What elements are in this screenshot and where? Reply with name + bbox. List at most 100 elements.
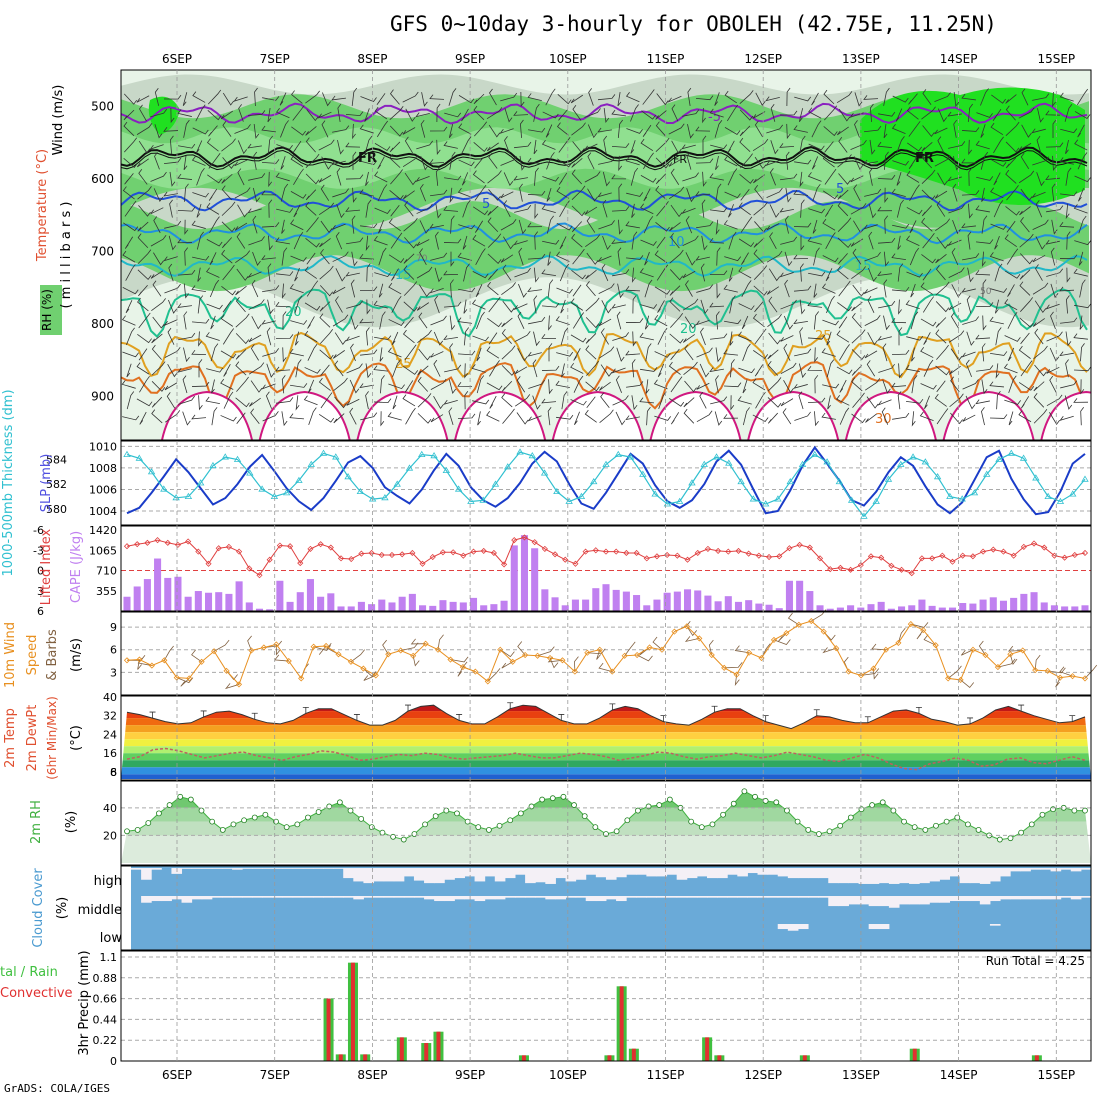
wind-barb	[1079, 279, 1086, 298]
wind-barb	[417, 365, 429, 376]
thickness-point	[1069, 490, 1077, 497]
wind-barb	[981, 379, 988, 395]
wind-barb	[222, 264, 235, 281]
wind-barb	[632, 331, 637, 347]
wind-barb	[701, 199, 706, 218]
thickness-point	[442, 466, 451, 474]
wind-barb	[359, 383, 374, 389]
cape-bar	[255, 608, 264, 611]
wind-barb	[683, 361, 698, 376]
wind-barb	[473, 142, 488, 153]
cloud-cell	[211, 868, 223, 869]
wind-barb	[911, 411, 916, 427]
panel-frame	[120, 69, 1092, 441]
wind-barb	[709, 237, 725, 244]
isotherm-label: 25	[395, 357, 412, 372]
wind-barb	[656, 264, 669, 281]
cloud-cell	[868, 868, 880, 884]
wind-barb	[137, 221, 149, 232]
wind-barb	[783, 343, 791, 361]
cloud-cell	[373, 896, 385, 898]
wind-barb	[807, 172, 822, 182]
wind-speed-point	[882, 646, 890, 653]
wind-barb	[275, 301, 291, 308]
wind-barb	[208, 125, 218, 137]
thickness-point	[909, 453, 917, 460]
thickness-point	[872, 497, 880, 504]
precip-convective-bar	[802, 1055, 807, 1061]
minmax-whisker	[813, 709, 820, 716]
wind-barb	[947, 239, 962, 247]
lifted-index-point	[399, 551, 406, 558]
wind-speed-point	[820, 628, 827, 635]
wind-barb	[177, 109, 192, 117]
surface-wind-barb	[596, 649, 601, 660]
wind-speed-point	[945, 675, 952, 682]
wind-barb	[611, 143, 630, 148]
wind-barb	[684, 344, 694, 361]
wind-barb	[304, 330, 318, 343]
cloud-cell	[656, 868, 668, 877]
wind-barb	[975, 239, 994, 244]
wind-barb	[434, 295, 440, 314]
wind-barb	[559, 236, 567, 250]
surface-wind-barb	[275, 644, 281, 656]
cloud-cell	[808, 868, 819, 879]
cape-bar	[643, 605, 651, 611]
wind-barb	[548, 379, 553, 395]
cloud-cell	[151, 896, 162, 902]
wind-barb	[223, 391, 234, 409]
wind-barb	[798, 363, 806, 379]
rh2m-point	[613, 828, 620, 835]
wind-barb	[360, 412, 378, 421]
wind-barb	[1052, 119, 1057, 138]
wind-barb	[799, 299, 806, 315]
rh2m-point	[858, 806, 865, 813]
wind-barb	[320, 220, 333, 234]
wind-barb	[868, 203, 877, 219]
surface-wind-barb	[778, 632, 787, 642]
wind-barb	[962, 414, 976, 422]
wind-barb	[265, 391, 272, 409]
wind-speed-point	[260, 644, 267, 651]
wind-barb	[463, 327, 470, 346]
wind-barb	[961, 158, 977, 164]
wind-barb	[124, 236, 134, 249]
wind-speed-point	[322, 642, 330, 650]
wind-barb	[206, 138, 219, 152]
wind-barb	[403, 217, 418, 232]
rh2m-point	[539, 796, 546, 803]
wind-barb	[1045, 110, 1061, 116]
wind-barb	[669, 222, 681, 232]
wind-barb	[793, 254, 809, 260]
grads-credit: GrADS: COLA/IGES	[4, 1082, 110, 1095]
wind-speed-point	[273, 641, 280, 648]
wind-barb	[655, 110, 667, 120]
cape-bar	[296, 592, 304, 611]
wind-barb	[351, 87, 358, 107]
wind-barb	[514, 204, 532, 213]
wind-barb	[433, 396, 444, 410]
cloud-cell	[787, 896, 799, 898]
wind-barb	[921, 142, 933, 152]
thickness-point	[319, 449, 328, 456]
wind-barb	[126, 327, 135, 346]
wind-barb	[136, 398, 153, 407]
wind-barb	[487, 318, 502, 328]
thickness-point	[147, 468, 156, 475]
wind-barb	[388, 282, 402, 295]
lifted-index-point	[317, 541, 324, 548]
wind-barb	[290, 320, 308, 325]
wind-barb	[867, 295, 875, 314]
wind-barb	[138, 140, 151, 154]
wind-barb	[486, 410, 500, 422]
wind-barb	[191, 349, 207, 355]
wind-barb	[981, 215, 988, 234]
cape-bar	[439, 600, 447, 611]
wind-barb	[178, 332, 196, 341]
minmax-whisker	[915, 707, 922, 714]
thickness-point	[393, 480, 401, 487]
cloud-cell	[828, 896, 839, 907]
wind-barb	[586, 360, 599, 376]
wind-barb	[163, 127, 179, 132]
